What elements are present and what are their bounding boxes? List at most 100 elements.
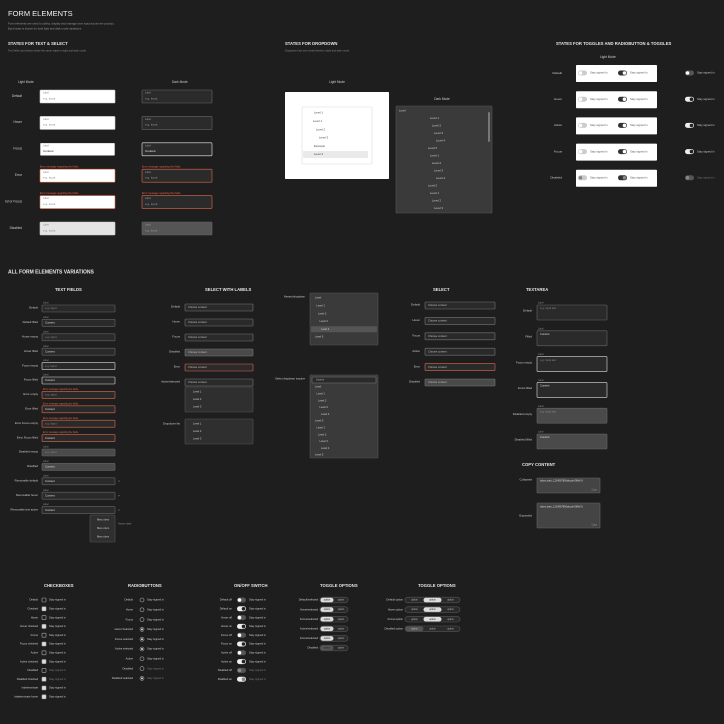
toggle-option[interactable]: [320, 636, 334, 641]
text-input[interactable]: [39, 142, 116, 157]
text-input[interactable]: [39, 89, 116, 104]
label: Error message regarding the fields: [43, 402, 79, 405]
toggle-option[interactable]: [320, 597, 334, 603]
textarea[interactable]: [536, 304, 608, 321]
radio[interactable]: [139, 617, 145, 622]
label: Light Mode: [329, 80, 345, 84]
checkbox[interactable]: [41, 624, 47, 629]
radio[interactable]: [139, 666, 145, 671]
checkbox[interactable]: [41, 597, 47, 603]
label: Label: [145, 118, 151, 121]
text-input[interactable]: [39, 168, 116, 183]
toggle-option[interactable]: [423, 607, 442, 612]
select[interactable]: [424, 301, 496, 310]
dropdown-item: Level 4: [321, 327, 330, 331]
text-input[interactable]: [141, 142, 213, 157]
checkbox[interactable]: [41, 650, 47, 656]
remove-icon[interactable]: ×: [118, 479, 120, 483]
textarea[interactable]: [536, 330, 608, 347]
label: option: [338, 637, 345, 640]
toggle-option[interactable]: [423, 616, 442, 622]
checkbox[interactable]: [41, 685, 47, 691]
text-input[interactable]: [141, 89, 213, 104]
radio[interactable]: [139, 607, 145, 613]
text-input[interactable]: [41, 405, 116, 414]
toggle-option[interactable]: [423, 597, 442, 603]
radio[interactable]: [139, 656, 145, 662]
toggle-option[interactable]: [320, 645, 334, 651]
copy-box[interactable]: [536, 502, 601, 529]
select[interactable]: [184, 303, 254, 312]
checkbox[interactable]: [41, 694, 47, 700]
dropdown-item: Level 2: [318, 398, 327, 402]
text-input[interactable]: [41, 463, 116, 471]
remove-icon[interactable]: ×: [118, 508, 120, 512]
checkbox[interactable]: [41, 606, 47, 612]
row-label: Indeterminate hover: [14, 695, 38, 699]
checkbox[interactable]: [41, 676, 47, 682]
select[interactable]: [424, 332, 496, 341]
label: Choose content: [428, 349, 447, 353]
label: Stay signed in: [630, 71, 648, 75]
text-input[interactable]: [41, 448, 116, 457]
text-input[interactable]: [141, 221, 213, 236]
checkbox[interactable]: [41, 615, 47, 620]
row-label: Default: [523, 309, 532, 313]
text-input[interactable]: [141, 195, 213, 209]
copy-box[interactable]: [536, 477, 601, 494]
label: Stay signed in: [49, 651, 66, 655]
error-message: Error message regarding the fields: [40, 165, 79, 168]
toggle-option[interactable]: [320, 616, 334, 622]
remove-icon[interactable]: ×: [118, 493, 120, 497]
label: Error message regarding the fields: [43, 388, 79, 391]
select[interactable]: [184, 378, 254, 387]
text-input[interactable]: [41, 362, 116, 370]
select[interactable]: [184, 318, 254, 327]
select[interactable]: [184, 363, 254, 372]
checkbox[interactable]: [41, 668, 47, 673]
textarea[interactable]: [536, 407, 608, 424]
toggle-option[interactable]: [320, 607, 334, 612]
text-input[interactable]: [41, 391, 116, 399]
textarea[interactable]: [536, 382, 608, 398]
text-input[interactable]: [41, 506, 116, 514]
toggle-option[interactable]: [320, 626, 334, 632]
scrollbar: [488, 112, 490, 142]
text-input[interactable]: [39, 195, 116, 209]
checkbox[interactable]: [41, 659, 47, 664]
select[interactable]: [184, 333, 254, 342]
text-input[interactable]: [41, 419, 116, 428]
label: option: [324, 637, 331, 640]
checkbox[interactable]: [41, 632, 47, 638]
select[interactable]: [184, 348, 254, 357]
row-label: Focus option: [388, 617, 404, 621]
text-input[interactable]: [141, 168, 213, 183]
toggle-option[interactable]: [405, 626, 424, 632]
dropdown-list[interactable]: [309, 374, 379, 459]
label: Choose content: [188, 320, 207, 324]
select[interactable]: [424, 378, 496, 387]
text-input[interactable]: [41, 347, 116, 356]
text-input[interactable]: [41, 304, 116, 313]
text-input[interactable]: [39, 116, 116, 130]
select[interactable]: [424, 317, 496, 325]
label: option: [429, 608, 436, 611]
select[interactable]: [424, 347, 496, 356]
text-input[interactable]: [41, 477, 116, 486]
radio[interactable]: [139, 597, 145, 603]
row-label: Error empty: [23, 392, 38, 396]
text-input[interactable]: [41, 333, 116, 342]
checkbox[interactable]: [41, 641, 47, 647]
text-input[interactable]: [41, 376, 116, 385]
text-input[interactable]: [41, 434, 116, 442]
text-input[interactable]: [141, 116, 213, 130]
text-input[interactable]: [39, 221, 116, 236]
text-input[interactable]: [41, 319, 116, 327]
textarea[interactable]: [536, 433, 608, 450]
label: Label: [538, 380, 544, 382]
row-label: Disabled empty: [513, 412, 533, 416]
row-label: Active: [31, 651, 39, 655]
select[interactable]: [424, 363, 496, 371]
textarea[interactable]: [536, 356, 608, 372]
text-input[interactable]: [41, 491, 116, 500]
